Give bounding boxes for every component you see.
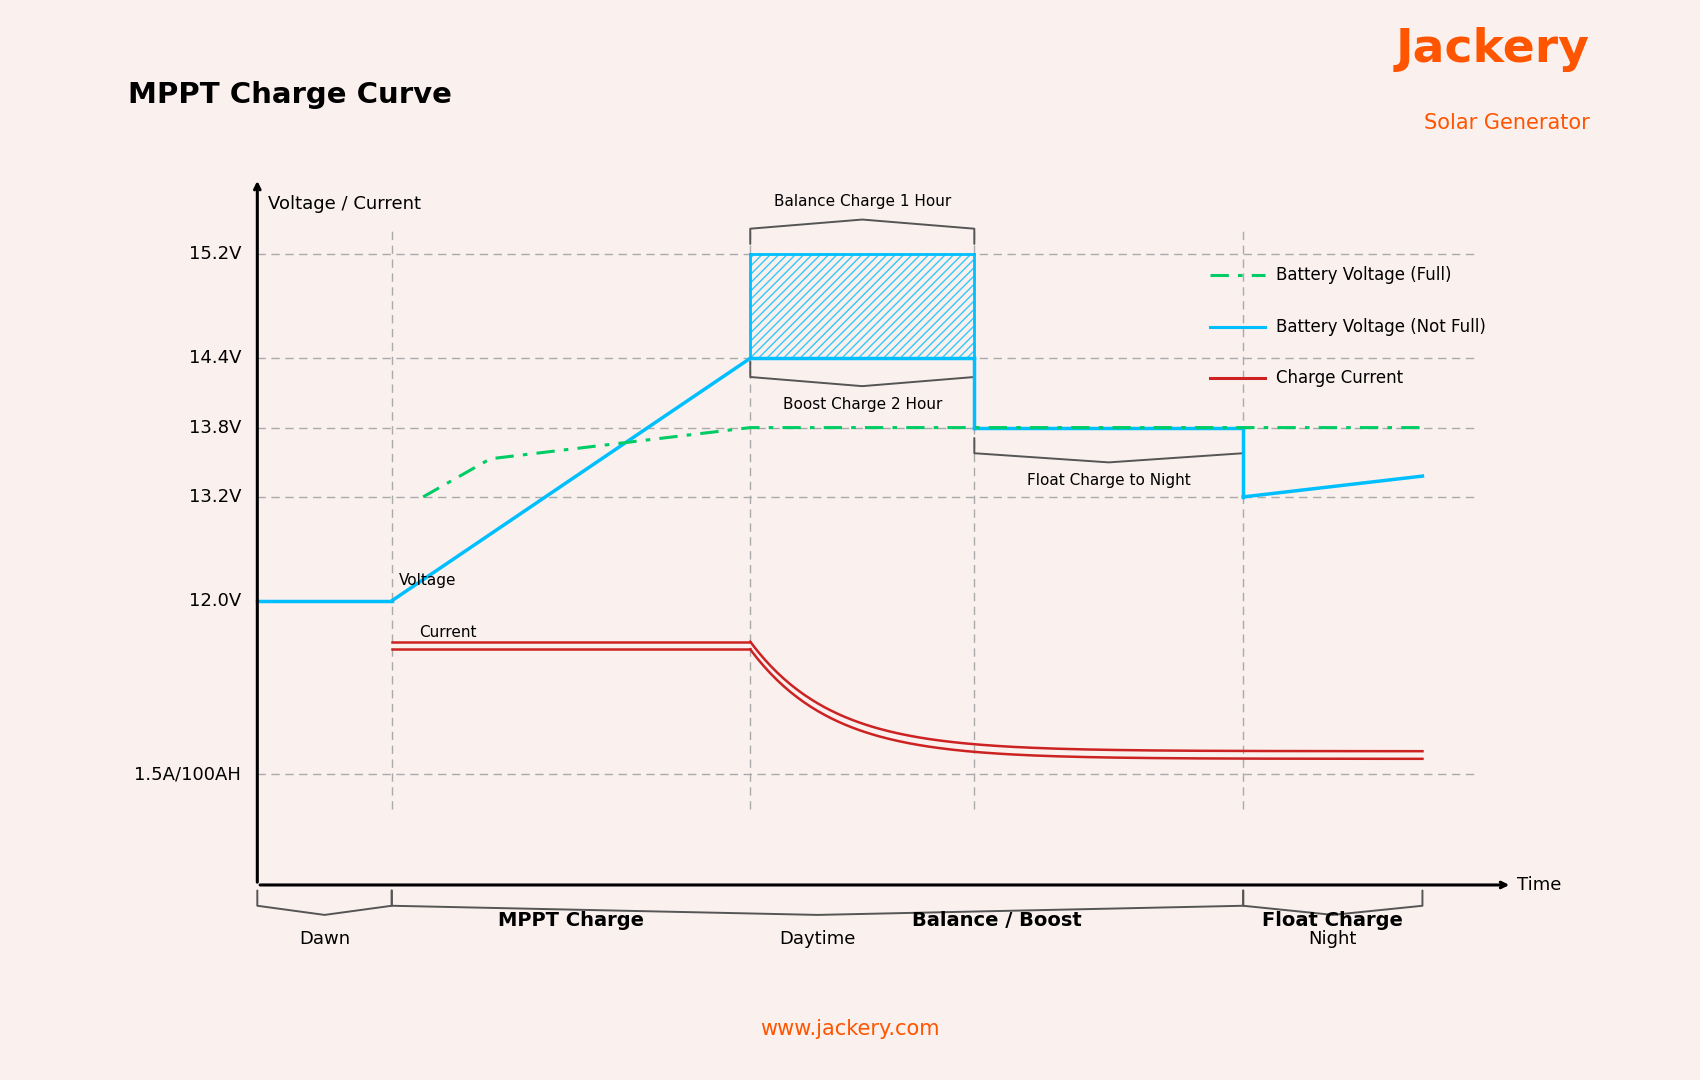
Text: Charge Current: Charge Current <box>1275 369 1402 388</box>
Text: 12.0V: 12.0V <box>189 592 241 610</box>
Text: Daytime: Daytime <box>779 930 855 948</box>
Text: Boost Charge 2 Hour: Boost Charge 2 Hour <box>782 396 942 411</box>
Text: Time: Time <box>1518 876 1562 894</box>
Text: Voltage: Voltage <box>400 573 456 589</box>
Text: Battery Voltage (Full): Battery Voltage (Full) <box>1275 266 1452 284</box>
Text: Dawn: Dawn <box>299 930 350 948</box>
Text: Current: Current <box>418 625 476 640</box>
Text: MPPT Charge Curve: MPPT Charge Curve <box>128 81 452 109</box>
Text: 15.2V: 15.2V <box>189 245 241 264</box>
Text: 1.5A/100AH: 1.5A/100AH <box>134 765 241 783</box>
Text: MPPT Charge: MPPT Charge <box>498 912 644 930</box>
Text: www.jackery.com: www.jackery.com <box>760 1018 940 1039</box>
Text: 13.8V: 13.8V <box>189 419 241 436</box>
Text: 14.4V: 14.4V <box>189 349 241 367</box>
Text: Jackery: Jackery <box>1396 27 1590 72</box>
Text: Balance Charge 1 Hour: Balance Charge 1 Hour <box>774 194 950 210</box>
Text: Float Charge: Float Charge <box>1263 912 1402 930</box>
Text: Balance / Boost: Balance / Boost <box>911 912 1081 930</box>
Text: Solar Generator: Solar Generator <box>1423 113 1590 134</box>
Text: Voltage / Current: Voltage / Current <box>269 195 422 214</box>
Text: Float Charge to Night: Float Charge to Night <box>1027 473 1190 488</box>
Text: Battery Voltage (Not Full): Battery Voltage (Not Full) <box>1275 318 1486 336</box>
Text: Night: Night <box>1309 930 1357 948</box>
Text: 13.2V: 13.2V <box>189 488 241 505</box>
